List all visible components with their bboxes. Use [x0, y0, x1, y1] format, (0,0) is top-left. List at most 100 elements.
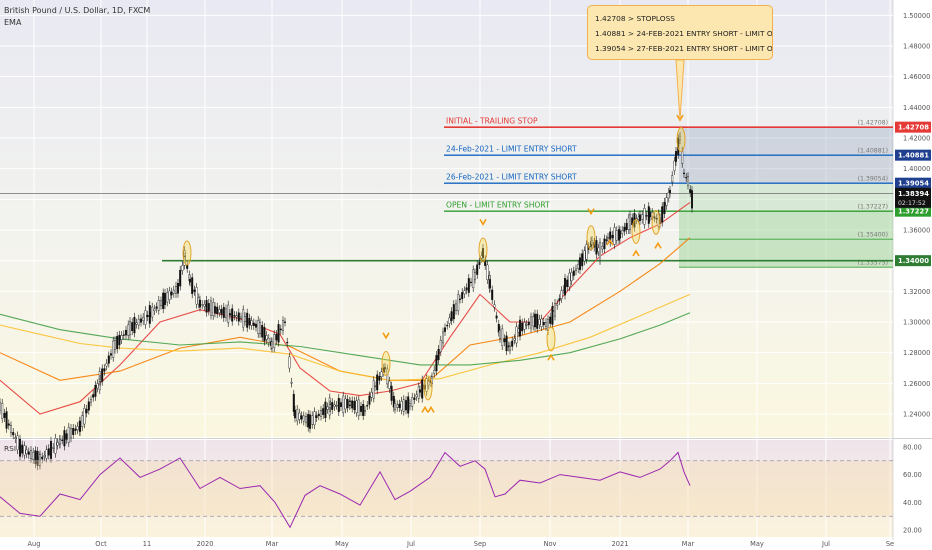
candle-body — [625, 223, 628, 231]
candle-body — [296, 409, 299, 422]
candle-body — [163, 293, 166, 305]
candle-body — [47, 448, 50, 456]
candle-body — [549, 316, 552, 324]
candle-body — [435, 355, 438, 372]
candle-body — [577, 264, 580, 269]
candle-body — [112, 340, 115, 358]
candle-body — [689, 189, 692, 193]
candle-body — [242, 309, 245, 328]
candle-body — [665, 197, 668, 206]
candle-body — [392, 395, 395, 408]
candle-body — [133, 317, 136, 334]
candle-body — [113, 340, 116, 350]
support-badge-text: 1.34000 — [898, 257, 929, 265]
candle-body — [641, 214, 644, 220]
candle-body — [172, 289, 175, 294]
candle-body — [572, 270, 575, 276]
candle-body — [67, 426, 70, 443]
candle-body — [601, 246, 604, 250]
candle-body — [372, 380, 375, 399]
down-arrow-icon — [587, 208, 595, 216]
price-tick-label: 1.32000 — [903, 288, 930, 296]
time-tick-label: May — [335, 540, 349, 548]
candle-body — [351, 400, 354, 409]
swing-highlight — [182, 240, 192, 266]
candle-body — [655, 217, 658, 220]
candle-body — [131, 322, 134, 332]
candle-body — [661, 206, 664, 223]
candle-body — [69, 428, 72, 439]
candle-body — [5, 411, 8, 429]
symbol-title: British Pound / U.S. Dollar, 1D, FXCM — [4, 6, 151, 15]
candle-body — [198, 299, 201, 308]
candle-body — [101, 368, 104, 382]
candle-body — [489, 279, 492, 289]
candle-body — [442, 331, 445, 344]
stop-badge-text: 1.42708 — [898, 124, 929, 132]
level-tag: (1.42708) — [858, 120, 888, 127]
candle-body — [355, 400, 358, 413]
down-arrow-icon — [676, 114, 684, 122]
down-arrow-icon — [479, 218, 487, 226]
time-tick-label: 2020 — [197, 540, 214, 548]
candle-body — [105, 363, 108, 367]
candle-body — [0, 402, 2, 411]
candle-body — [364, 410, 367, 412]
rsi-label: RSI — [4, 444, 16, 453]
price-tick-label: 1.48000 — [903, 43, 930, 51]
candle-body — [220, 308, 223, 315]
candle-body — [521, 322, 524, 332]
candle-body — [320, 410, 323, 417]
candle-body — [61, 439, 64, 441]
candle-body — [322, 408, 325, 415]
candle-body — [34, 450, 37, 465]
candle-body — [56, 442, 59, 446]
candle-body — [370, 392, 373, 398]
candle-body — [19, 438, 22, 457]
candle-body — [227, 304, 230, 323]
candle-body — [530, 316, 533, 329]
candle-body — [183, 250, 186, 266]
candle-body — [288, 356, 291, 369]
candle-body — [459, 298, 462, 300]
candle-body — [342, 395, 345, 413]
candle-body — [59, 438, 62, 445]
rsi-line — [0, 451, 691, 529]
candle-body — [433, 369, 436, 374]
candle-body — [374, 385, 377, 388]
candle-body — [505, 335, 508, 352]
candle-body — [425, 378, 428, 392]
candle-body — [326, 406, 329, 410]
countdown-text: 02:17:52 — [898, 200, 926, 207]
price-tick-label: 1.50000 — [903, 12, 930, 20]
candle-body — [437, 349, 440, 361]
candle-body — [685, 177, 688, 179]
candle-body — [122, 334, 125, 336]
candle-body — [309, 414, 312, 429]
candle-body — [645, 215, 648, 217]
candle-body — [585, 244, 588, 260]
rsi-pane-background — [0, 440, 893, 537]
candle-body — [65, 433, 68, 440]
candle-body — [349, 401, 352, 405]
candle-body — [579, 257, 582, 270]
candle-body — [691, 190, 694, 209]
time-tick-label: Mar — [266, 540, 279, 548]
reward-zone — [679, 183, 893, 268]
candle-body — [671, 175, 674, 183]
time-tick-label: Se — [886, 540, 894, 548]
candle-body — [532, 316, 535, 327]
candle-body — [261, 325, 264, 338]
candle-body — [390, 385, 393, 401]
candle-body — [50, 440, 53, 459]
candle-body — [146, 314, 149, 318]
candle-body — [168, 290, 171, 300]
candle-body — [30, 450, 33, 459]
candle-body — [527, 322, 530, 326]
candle-body — [329, 404, 332, 409]
candle-body — [538, 319, 541, 325]
time-tick-label: 11 — [143, 540, 151, 548]
candle-body — [331, 402, 334, 410]
candle-body — [591, 240, 594, 245]
